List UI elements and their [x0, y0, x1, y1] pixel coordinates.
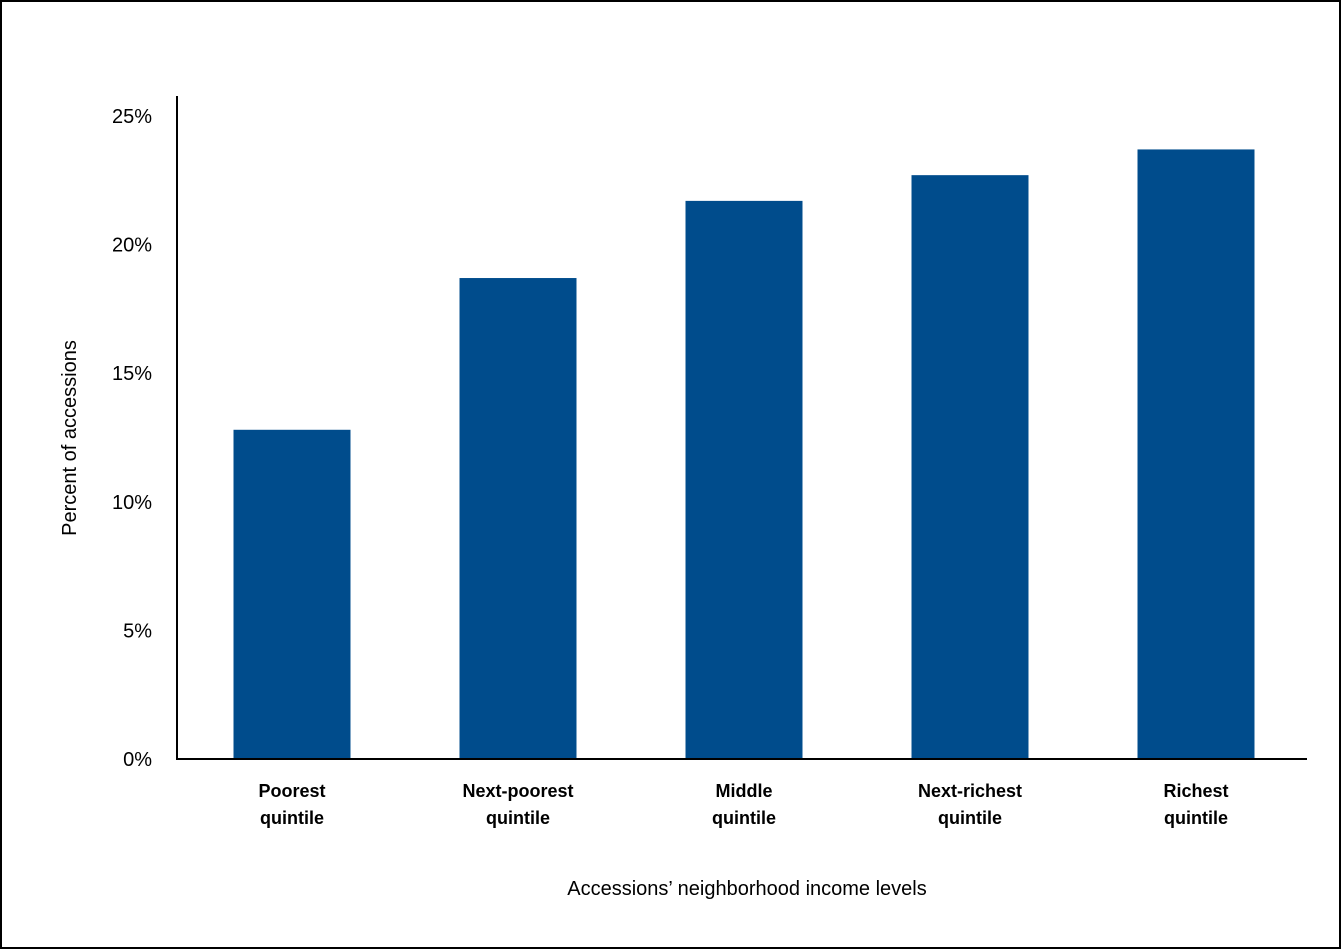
x-category-label: Next-poorest quintile — [462, 781, 573, 828]
y-tick-label: 20% — [112, 235, 152, 257]
bar-1 — [233, 429, 351, 759]
x-category-label: Next-richest quintile — [918, 781, 1022, 828]
bar-3 — [685, 200, 803, 760]
bar-2 — [459, 278, 577, 759]
y-tick-label: 0% — [123, 749, 152, 771]
x-category-labels: Poorest quintile Next-poorest quintile Middl… — [258, 781, 1228, 828]
y-tick-labels: 0% 5% 10% 15% 20% 25% — [112, 106, 152, 771]
x-category-label: Middle quintile — [712, 781, 776, 828]
y-tick-label: 15% — [112, 363, 152, 385]
x-category-label: Richest quintile — [1163, 781, 1228, 828]
bars-group — [233, 149, 1255, 760]
y-tick-label: 5% — [123, 620, 152, 642]
x-category-label: Poorest quintile — [258, 781, 325, 828]
bar-5 — [1137, 149, 1255, 759]
y-tick-label: 25% — [112, 106, 152, 128]
y-tick-label: 10% — [112, 492, 152, 514]
y-axis-title: Percent of accessions — [59, 340, 81, 536]
x-axis-title: Accessions’ neighborhood income levels — [567, 878, 926, 900]
bar-4 — [911, 175, 1029, 759]
